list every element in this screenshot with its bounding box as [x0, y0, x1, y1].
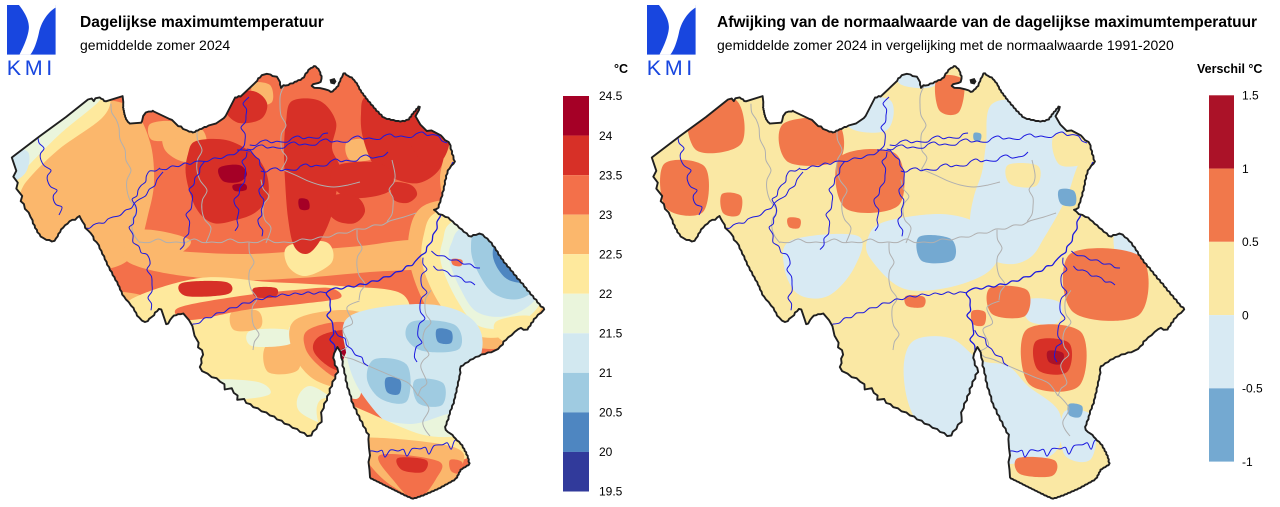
svg-text:24: 24 — [599, 129, 613, 143]
svg-text:22.5: 22.5 — [599, 247, 623, 261]
svg-text:Afwijking van de normaalwaarde: Afwijking van de normaalwaarde van de da… — [717, 14, 1257, 31]
svg-text:gemiddelde zomer 2024 in verge: gemiddelde zomer 2024 in vergelijking me… — [717, 37, 1174, 53]
svg-text:°C: °C — [614, 62, 628, 76]
svg-text:0.5: 0.5 — [1242, 235, 1259, 249]
svg-text:19.5: 19.5 — [599, 485, 623, 499]
svg-text:0: 0 — [1242, 308, 1249, 322]
svg-text:gemiddelde zomer 2024: gemiddelde zomer 2024 — [80, 37, 230, 53]
svg-text:KMI: KMI — [7, 56, 56, 80]
svg-text:23.5: 23.5 — [599, 168, 623, 182]
svg-text:21.5: 21.5 — [599, 327, 623, 341]
svg-text:KMI: KMI — [647, 56, 696, 80]
svg-text:20.5: 20.5 — [599, 406, 623, 420]
svg-text:-1: -1 — [1242, 455, 1253, 469]
svg-text:21: 21 — [599, 366, 613, 380]
svg-text:24.5: 24.5 — [599, 89, 623, 103]
svg-text:1: 1 — [1242, 162, 1249, 176]
svg-text:20: 20 — [599, 445, 613, 459]
svg-text:Verschil °C: Verschil °C — [1197, 62, 1262, 76]
svg-text:23: 23 — [599, 208, 613, 222]
svg-text:22: 22 — [599, 287, 613, 301]
svg-text:Dagelijkse maximumtemperatuur: Dagelijkse maximumtemperatuur — [80, 14, 324, 31]
svg-text:1.5: 1.5 — [1242, 89, 1259, 103]
svg-text:-0.5: -0.5 — [1242, 382, 1263, 396]
